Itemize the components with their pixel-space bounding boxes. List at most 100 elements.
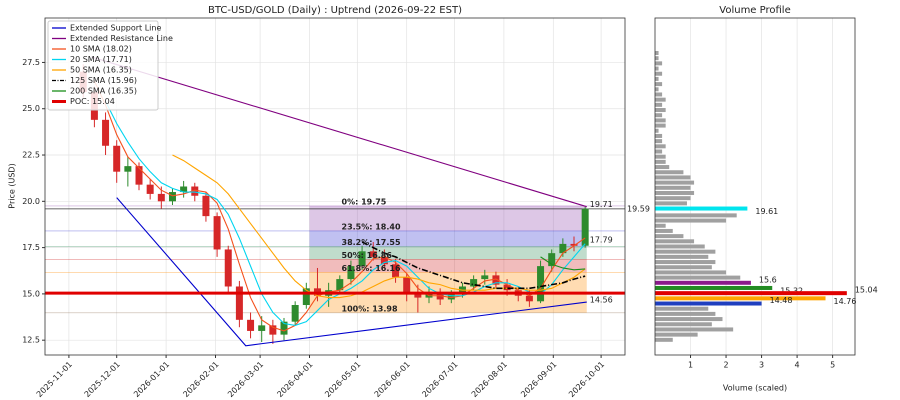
- legend-label: 125 SMA (15.96): [70, 76, 137, 85]
- volume-bar: [655, 275, 741, 280]
- x-tick-label: 4: [795, 361, 800, 370]
- volume-bar: [655, 97, 666, 102]
- legend-label: Extended Support Line: [70, 24, 161, 33]
- x-tick-label: 2026-07-01: [420, 360, 459, 399]
- x-tick-label: 2026-03-01: [226, 360, 265, 399]
- legend-label: 20 SMA (17.71): [70, 55, 132, 64]
- fib-label: 23.5%: 18.40: [342, 222, 401, 231]
- volume-bar: [655, 180, 695, 185]
- legend-label: POC: 15.04: [70, 97, 115, 106]
- candle-body: [102, 119, 110, 146]
- fib-label: 50%: 16.86: [342, 251, 393, 260]
- volume-bar-highlight: [655, 280, 751, 285]
- chart-title: BTC-USD/GOLD (Daily) : Uptrend (2026-09-…: [208, 5, 462, 16]
- volume-bar: [655, 260, 716, 265]
- volume-bar: [655, 244, 705, 249]
- candle-body: [414, 293, 422, 298]
- volume-bar: [655, 92, 663, 97]
- volume-bar: [655, 61, 663, 66]
- candle-body: [157, 193, 165, 202]
- fib-label: 0%: 19.75: [342, 197, 387, 206]
- fib-band: [309, 259, 587, 273]
- volume-bar: [655, 82, 663, 87]
- end-label: 14.56: [590, 296, 613, 305]
- x-tick-label: 2026-09-01: [519, 360, 558, 399]
- volume-bar: [655, 128, 659, 133]
- x-tick-label: 2026-08-01: [470, 360, 509, 399]
- highlight-label: 14.76: [834, 297, 857, 306]
- series-line: [540, 256, 586, 271]
- volume-bar: [655, 108, 666, 113]
- candle-body: [213, 216, 221, 250]
- volume-bar: [655, 165, 670, 170]
- candle-body: [369, 251, 377, 257]
- fib-label: 38.2%: 17.55: [342, 238, 401, 247]
- volume-bar: [655, 102, 663, 107]
- legend-label: 50 SMA (16.35): [70, 66, 132, 75]
- highlight-label: 15.6: [759, 275, 777, 284]
- volume-bar-highlight: [655, 301, 762, 306]
- volume-bar: [655, 170, 684, 175]
- volume-bar: [655, 190, 695, 195]
- volume-bar-highlight: [655, 296, 826, 301]
- fib-band: [309, 230, 587, 247]
- candle-body: [358, 251, 366, 267]
- x-tick-label: 2026-06-01: [373, 360, 412, 399]
- candle-body: [425, 292, 433, 298]
- volume-bar: [655, 270, 727, 275]
- candle-body: [481, 275, 489, 280]
- volume-bar: [655, 133, 663, 138]
- legend-label: 10 SMA (18.02): [70, 45, 132, 54]
- candle-body: [191, 186, 199, 196]
- fib-label: 61.8%: 16.16: [342, 264, 401, 273]
- candle-body: [135, 166, 143, 185]
- volume-bar: [655, 87, 659, 92]
- candle-body: [124, 166, 132, 172]
- candle-body: [280, 321, 288, 335]
- plot-frame: [654, 17, 856, 356]
- volume-bar: [655, 317, 723, 322]
- volume-bar: [655, 223, 666, 228]
- candle-body: [269, 325, 277, 335]
- candle-body: [380, 256, 388, 265]
- x-axis-label: Volume (scaled): [723, 384, 787, 393]
- x-tick-label: 2026-02-01: [181, 360, 220, 399]
- highlight-label: 15.04: [855, 286, 878, 295]
- volume-bar: [655, 327, 734, 332]
- volume-bar: [655, 196, 691, 201]
- x-tick-label: 2026-01-01: [132, 360, 171, 399]
- y-tick-label: 20.0: [22, 197, 40, 206]
- volume-bar: [655, 113, 663, 118]
- candle-body: [302, 288, 310, 306]
- plot-frame: [44, 17, 626, 356]
- fib-label: 100%: 13.98: [342, 304, 398, 313]
- volume-bar: [655, 311, 716, 316]
- candle-body: [336, 279, 344, 291]
- x-tick-label: 5: [830, 361, 835, 370]
- candle-body: [247, 319, 255, 331]
- candle-body: [537, 266, 545, 302]
- y-tick-label: 25.0: [22, 104, 40, 113]
- volume-bar: [655, 265, 712, 270]
- candle-body: [492, 275, 500, 285]
- plot: 0%: 19.75 23.5%: 18.40 38.2%: 17.55 50%: 16…: [45, 56, 625, 347]
- volume-bar: [655, 76, 659, 81]
- volume-bar: [655, 322, 712, 327]
- volume-bar: [655, 118, 666, 123]
- candle-body: [503, 284, 511, 291]
- candle-body: [180, 186, 188, 193]
- candle-body: [392, 264, 400, 278]
- volume-bar: [655, 185, 691, 190]
- highlight-label: 15.32: [780, 286, 803, 295]
- end-label: 17.79: [590, 236, 613, 245]
- candle-body: [202, 195, 210, 217]
- volume-bar-highlight: [655, 291, 847, 296]
- volume-bar: [655, 249, 716, 254]
- x-tick-label: 2026-05-01: [323, 360, 362, 399]
- x-tick-label: 2025-12-01: [83, 360, 122, 399]
- x-tick-label: 2026-10-01: [567, 360, 606, 399]
- legend-label: 200 SMA (16.35): [70, 87, 137, 96]
- volume-bar: [655, 254, 709, 259]
